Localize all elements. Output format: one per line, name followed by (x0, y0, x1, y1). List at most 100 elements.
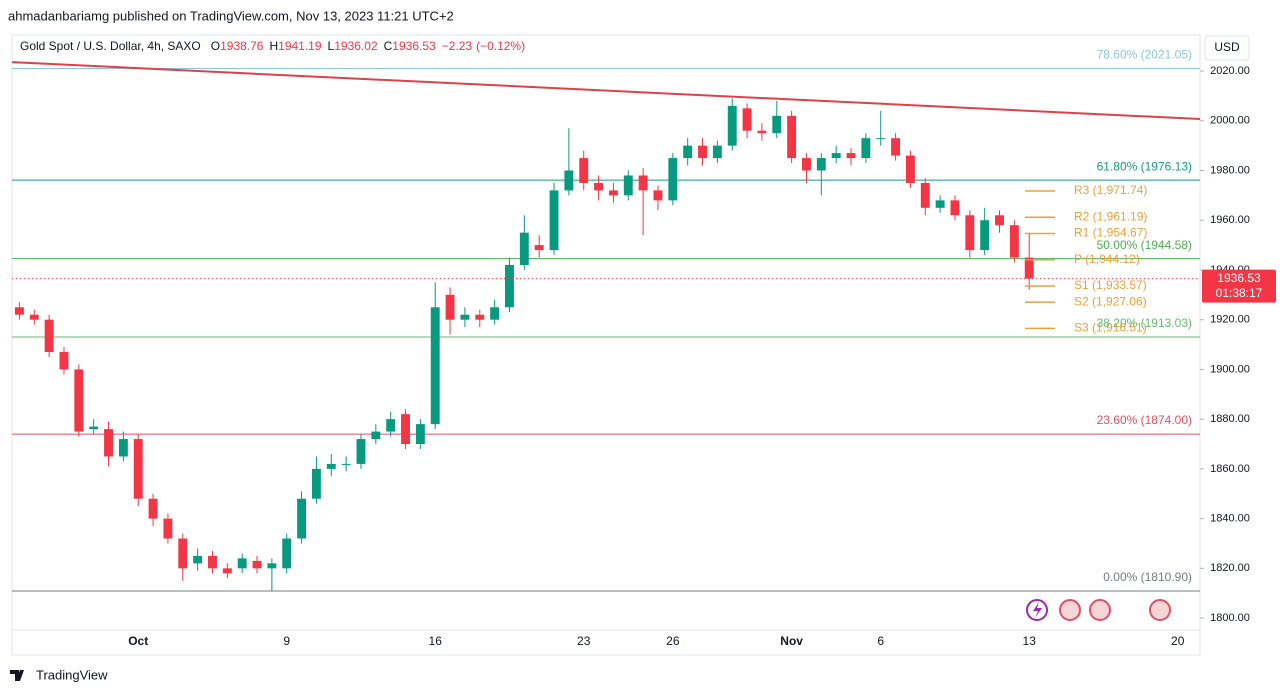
price-tag (1202, 269, 1276, 303)
candle-body (371, 431, 381, 440)
published-line: ahmadanbariamg published on TradingView.… (8, 8, 454, 23)
ohlc-value: 1938.76 (220, 39, 264, 53)
pivot-label: S1 (1,933.57) (1074, 278, 1147, 292)
candle-body (995, 215, 1004, 226)
x-tick-label: Nov (780, 634, 803, 648)
candle-body (727, 105, 737, 146)
x-tick-label: 13 (1023, 634, 1037, 648)
symbol: Gold Spot / U.S. Dollar, 4h, SAXO (20, 39, 201, 53)
ohlc-legend: Gold Spot / U.S. Dollar, 4h, SAXO O1938.7… (20, 39, 525, 53)
y-tick-label: 1920.00 (1210, 314, 1250, 326)
candle-body (534, 245, 544, 251)
pivot-label: P (1,944.12) (1074, 252, 1140, 266)
candle-body (104, 429, 113, 457)
event-icons[interactable] (1026, 599, 1171, 621)
y-tick-label: 1800.00 (1210, 612, 1250, 624)
candle-body (415, 424, 425, 445)
ohlc-key: O (211, 39, 220, 53)
x-tick-label: 23 (577, 634, 591, 648)
candle-body (564, 170, 574, 191)
candle-body (356, 439, 366, 464)
brand: TradingView (36, 667, 108, 682)
candle-body (326, 463, 336, 469)
candle-body (579, 158, 589, 183)
candle-body (460, 314, 470, 320)
brand-logo (10, 670, 24, 681)
candle-body (74, 369, 84, 432)
candle-body (445, 294, 455, 320)
currency-label: USD (1214, 40, 1240, 54)
plot-frame (11, 34, 1201, 656)
y-tick-label: 1860.00 (1210, 463, 1250, 475)
candle-body (193, 555, 203, 564)
currency-box[interactable] (1204, 35, 1250, 61)
candle-body (698, 145, 707, 159)
candle-body (475, 314, 485, 320)
candle-body (519, 232, 529, 265)
y-tick-label: 1900.00 (1210, 363, 1250, 375)
y-tick-label: 2020.00 (1210, 65, 1250, 77)
candle-body (712, 145, 722, 159)
candle-body (267, 563, 277, 569)
candle-body (282, 538, 292, 569)
pivot-label: R3 (1,971.74) (1074, 183, 1147, 197)
price-tag-value: 1936.53 (1217, 271, 1261, 285)
candle-body (490, 307, 500, 320)
candle-body (44, 319, 54, 353)
candle-body (386, 419, 396, 432)
x-tick-label: 16 (429, 634, 443, 648)
x-tick-label: Oct (128, 634, 148, 648)
candle-body (208, 555, 217, 569)
fib-label: 61.80% (1976.13) (1097, 159, 1192, 173)
candle-body (668, 158, 678, 201)
ohlc-value: 1941.19 (278, 39, 322, 53)
candle-body (623, 175, 633, 196)
candle-body (920, 182, 930, 208)
candle-body (341, 463, 351, 465)
candle-body (549, 190, 559, 251)
fib-label: 0.00% (1810.90) (1103, 570, 1192, 584)
ohlc-key: H (269, 39, 278, 53)
x-tick-label: 6 (877, 634, 884, 648)
y-tick-label: 1960.00 (1210, 214, 1250, 226)
candle-body (14, 307, 24, 315)
y-tick-label: 1880.00 (1210, 413, 1250, 425)
candle-body (89, 426, 99, 430)
fib-label: 38.20% (1913.03) (1097, 316, 1192, 330)
price-tag-countdown: 01:38:17 (1216, 286, 1263, 300)
candle-body (118, 439, 128, 457)
candle-body (222, 568, 232, 574)
candle-body (846, 153, 856, 159)
candle-body (831, 153, 841, 159)
candle-body (757, 130, 767, 134)
x-tick-label: 20 (1171, 634, 1185, 648)
candle-body (594, 182, 604, 191)
ohlc-key: C (384, 39, 393, 53)
trendline (11, 61, 1201, 121)
candle-body (935, 200, 945, 208)
candle-body (311, 468, 321, 499)
ohlc-key: L (328, 39, 335, 53)
fib-label: 78.60% (2021.05) (1097, 48, 1192, 62)
candle-body (430, 307, 440, 425)
candle-body (876, 138, 886, 140)
candle-body (742, 108, 752, 131)
pivot-label: R1 (1,954.67) (1074, 226, 1147, 240)
candle-body (950, 200, 960, 216)
pivot-label: R2 (1,961.19) (1074, 209, 1147, 223)
ohlc-value: 1936.02 (334, 39, 378, 53)
candle-body (638, 175, 648, 191)
change-pct: (−0.12%) (476, 39, 525, 53)
candle-body (148, 498, 158, 519)
y-tick-label: 1820.00 (1210, 562, 1250, 574)
fib-label: 50.00% (1944.58) (1097, 238, 1192, 252)
candle-body (29, 314, 39, 320)
candle-body (252, 560, 262, 569)
candle-body (163, 518, 173, 539)
candle-body (787, 115, 797, 159)
candle-body (133, 439, 143, 499)
y-tick-label: 1980.00 (1210, 164, 1250, 176)
ohlc-value: 1936.53 (392, 39, 436, 53)
pivot-label: S2 (1,927.06) (1074, 294, 1147, 308)
